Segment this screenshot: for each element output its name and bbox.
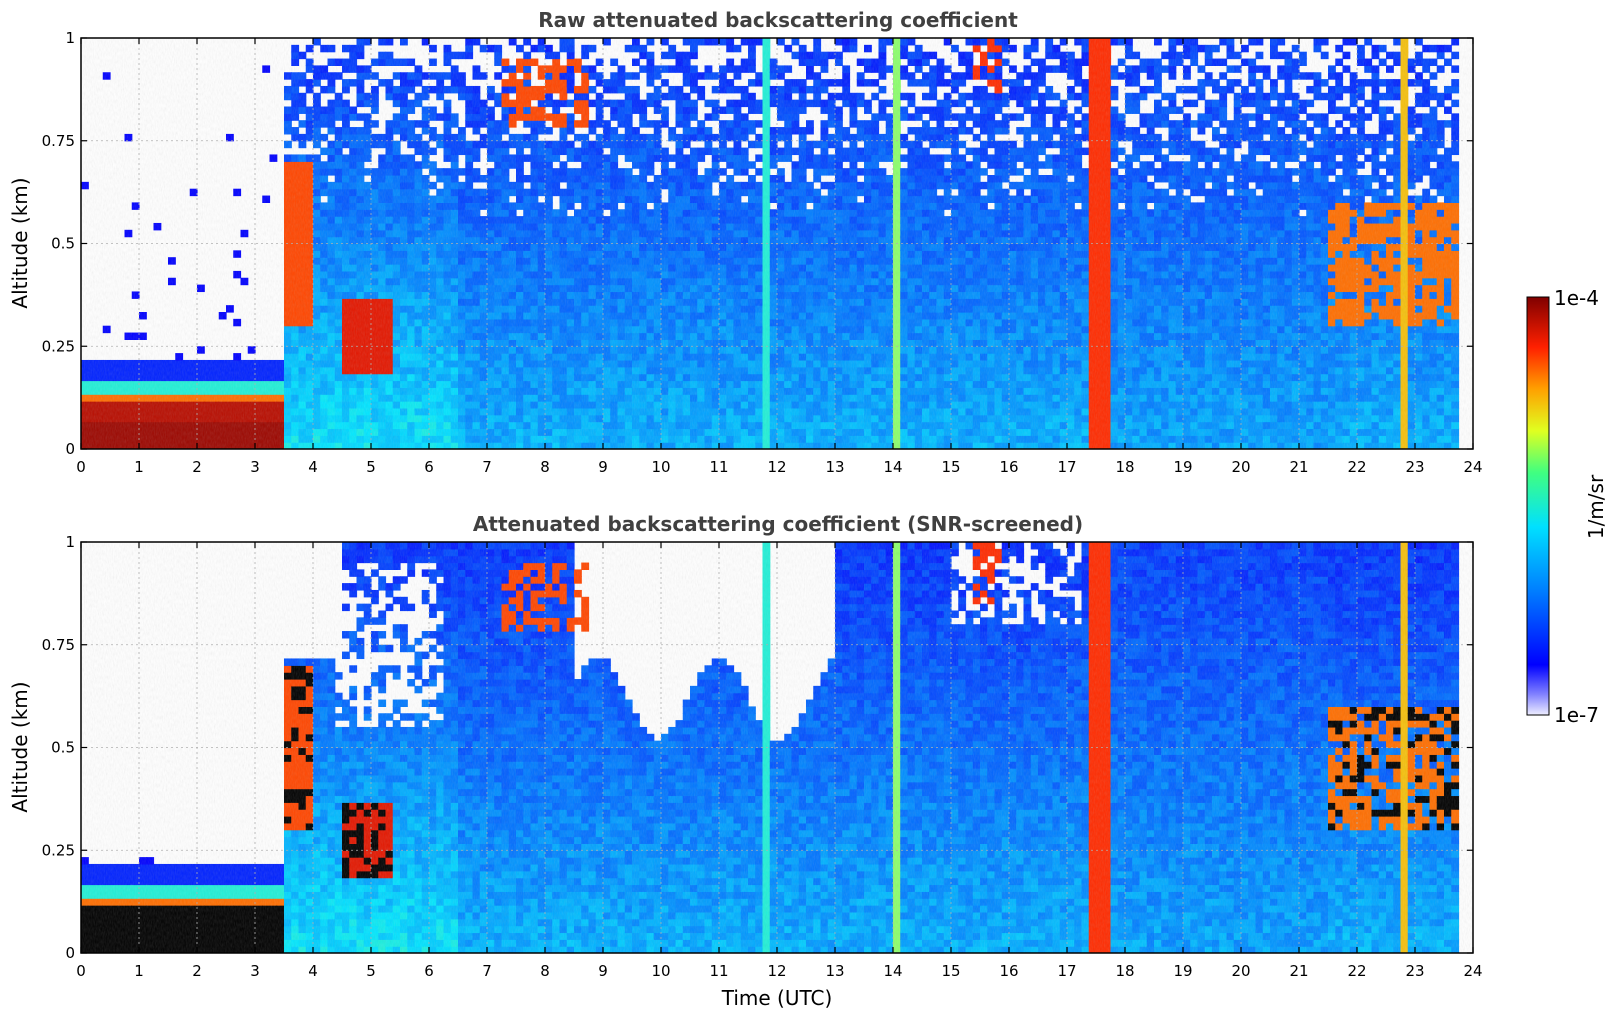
x-tick-label: 9	[598, 962, 608, 980]
y-tick-label: 0.5	[51, 235, 75, 253]
y-tick-label: 0	[65, 440, 75, 458]
x-tick-label: 6	[424, 962, 434, 980]
colorbar: 1e-4 1e-7 1/m/sr	[1526, 286, 1608, 727]
x-tick-label: 16	[999, 458, 1018, 476]
chart-title: Raw attenuated backscattering coefficien…	[538, 8, 1018, 32]
x-tick-label: 2	[192, 962, 202, 980]
x-tick-label: 8	[540, 458, 550, 476]
x-tick-label: 10	[651, 458, 670, 476]
x-tick-label: 20	[1231, 458, 1250, 476]
x-tick-label: 21	[1289, 962, 1308, 980]
y-tick-label: 0.25	[42, 841, 75, 859]
x-tick-label: 22	[1347, 962, 1366, 980]
x-tick-label: 3	[250, 962, 260, 980]
x-tick-label: 4	[308, 458, 318, 476]
x-tick-label: 13	[825, 458, 844, 476]
grid	[81, 38, 1473, 449]
x-axis-label: Time (UTC)	[721, 986, 833, 1010]
y-axis-label: Altitude (km)	[8, 681, 32, 812]
x-tick-label: 14	[883, 962, 902, 980]
y-tick-label: 0.5	[51, 739, 75, 757]
x-tick-label: 16	[999, 962, 1018, 980]
x-tick-label: 22	[1347, 458, 1366, 476]
x-tick-label: 21	[1289, 458, 1308, 476]
y-axis: 0 0.25 0.5 0.75 1	[42, 533, 1473, 962]
x-tick-label: 0	[76, 962, 86, 980]
x-tick-label: 23	[1405, 962, 1424, 980]
x-tick-label: 15	[941, 962, 960, 980]
x-tick-label: 10	[651, 962, 670, 980]
x-tick-label: 14	[883, 458, 902, 476]
x-tick-label: 4	[308, 962, 318, 980]
x-tick-label: 18	[1115, 458, 1134, 476]
x-tick-label: 6	[424, 458, 434, 476]
x-tick-label: 1	[134, 458, 144, 476]
x-tick-label: 17	[1057, 962, 1076, 980]
x-tick-label: 12	[767, 962, 786, 980]
y-tick-label: 1	[65, 533, 75, 551]
x-tick-label: 18	[1115, 962, 1134, 980]
y-axis: 0 0.25 0.5 0.75 1	[42, 29, 1473, 458]
x-tick-label: 13	[825, 962, 844, 980]
panel-snr-screened: Attenuated backscattering coefficient (S…	[8, 512, 1483, 1010]
y-tick-label: 0.75	[42, 132, 75, 150]
x-tick-label: 15	[941, 458, 960, 476]
colorbar-units-label: 1/m/sr	[1584, 474, 1608, 539]
x-tick-label: 19	[1173, 962, 1192, 980]
x-tick-label: 17	[1057, 458, 1076, 476]
y-tick-label: 0.75	[42, 636, 75, 654]
x-tick-label: 9	[598, 458, 608, 476]
x-tick-label: 2	[192, 458, 202, 476]
x-tick-label: 5	[366, 962, 376, 980]
x-tick-label: 5	[366, 458, 376, 476]
x-tick-label: 7	[482, 962, 492, 980]
x-tick-label: 12	[767, 458, 786, 476]
x-tick-label: 24	[1463, 458, 1482, 476]
x-tick-label: 23	[1405, 458, 1424, 476]
x-tick-label: 1	[134, 962, 144, 980]
x-tick-label: 19	[1173, 458, 1192, 476]
y-tick-label: 0	[65, 944, 75, 962]
grid	[81, 542, 1473, 953]
y-tick-label: 1	[65, 29, 75, 47]
colorbar-min-label: 1e-7	[1554, 703, 1599, 727]
x-tick-label: 20	[1231, 962, 1250, 980]
x-tick-label: 11	[709, 962, 728, 980]
x-axis: 0 1 2 3 4 5 6 7 8 9 10 11 12 13 14 15 16 17 18 19 20 21 22 23 24	[76, 38, 1483, 476]
colorbar-gradient	[1526, 296, 1550, 716]
y-tick-label: 0.25	[42, 337, 75, 355]
x-tick-label: 8	[540, 962, 550, 980]
x-tick-label: 0	[76, 458, 86, 476]
x-tick-label: 3	[250, 458, 260, 476]
panel-raw: Raw attenuated backscattering coefficien…	[8, 8, 1483, 476]
x-tick-label: 11	[709, 458, 728, 476]
y-axis-label: Altitude (km)	[8, 177, 32, 308]
chart-title: Attenuated backscattering coefficient (S…	[473, 512, 1083, 536]
x-tick-label: 7	[482, 458, 492, 476]
x-tick-label: 24	[1463, 962, 1482, 980]
x-axis: 0 1 2 3 4 5 6 7 8 9 10 11 12 13 14 15 16 17 18 19 20 21 22 23 24	[76, 542, 1483, 980]
colorbar-max-label: 1e-4	[1554, 286, 1599, 310]
